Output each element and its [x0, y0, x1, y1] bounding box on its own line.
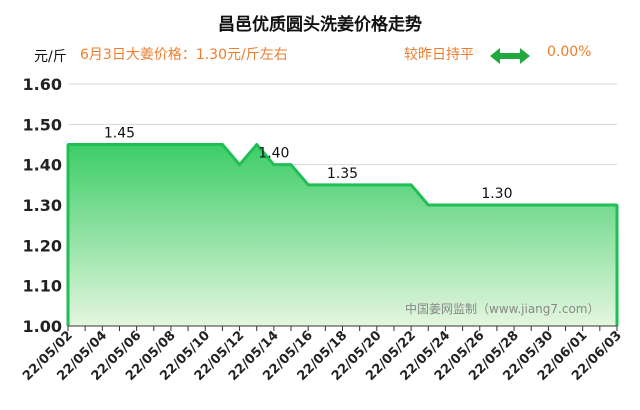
data-point: [324, 183, 327, 187]
data-point: [238, 163, 241, 166]
data-point: [118, 143, 121, 146]
data-point: [427, 203, 430, 207]
area-fill: [68, 144, 617, 326]
data-label: 1.45: [104, 126, 135, 142]
data-point: [512, 203, 516, 207]
y-tick-label: 1.10: [23, 277, 62, 296]
data-point: [66, 143, 70, 146]
y-tick-label: 1.30: [23, 196, 62, 215]
data-point: [478, 203, 481, 207]
data-point: [564, 203, 567, 207]
y-tick-label: 1.40: [23, 156, 62, 175]
data-point: [152, 143, 155, 146]
data-point: [135, 143, 138, 146]
watermark: 中国姜网监制（www.jiang7.com）: [405, 302, 600, 316]
data-point: [495, 203, 499, 207]
data-point: [204, 143, 207, 146]
data-point: [581, 203, 584, 207]
data-point: [289, 163, 293, 166]
data-point: [392, 183, 396, 187]
data-label: 1.35: [327, 166, 358, 182]
data-point: [461, 203, 464, 207]
data-point: [272, 163, 276, 166]
data-point: [409, 183, 413, 187]
data-point: [375, 183, 379, 187]
data-point: [547, 203, 550, 207]
data-point: [169, 143, 173, 146]
data-point: [615, 203, 619, 207]
y-tick-label: 1.60: [23, 75, 62, 94]
data-point: [341, 183, 344, 187]
double-arrow-icon: [490, 48, 530, 64]
chart-title: 昌邑优质圆头洗姜价格走势: [218, 15, 422, 35]
data-point: [306, 183, 310, 187]
data-point: [358, 183, 361, 187]
data-point: [444, 203, 447, 207]
y-tick-label: 1.00: [23, 317, 62, 336]
change-percent: 0.00%: [547, 44, 592, 60]
data-label: 1.40: [258, 146, 289, 162]
y-axis-unit: 元/斤: [34, 49, 67, 65]
data-point: [255, 143, 258, 146]
trend-label: 较昨日持平: [404, 47, 474, 63]
data-point: [598, 203, 602, 207]
data-label: 1.30: [481, 186, 512, 202]
data-point: [530, 203, 533, 207]
data-point: [101, 143, 104, 146]
data-point: [83, 143, 87, 146]
data-point: [221, 143, 224, 146]
y-tick-label: 1.20: [23, 236, 62, 255]
data-point: [186, 143, 190, 146]
price-summary: 6月3日大姜价格：1.30元/斤左右: [80, 47, 288, 63]
y-tick-label: 1.50: [23, 115, 62, 134]
